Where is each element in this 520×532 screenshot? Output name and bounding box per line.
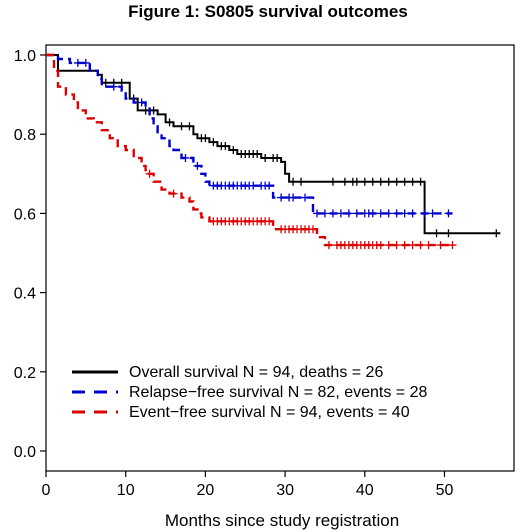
censor-mark-0-11 xyxy=(209,138,218,147)
censor-mark-2-39 xyxy=(384,241,393,250)
series-1 xyxy=(46,53,453,218)
censor-mark-0-8 xyxy=(185,122,194,131)
censor-mark-0-32 xyxy=(384,177,393,186)
x-tick-label-10: 10 xyxy=(117,482,135,499)
censor-mark-1-35 xyxy=(392,209,401,218)
censor-mark-1-25 xyxy=(320,209,329,218)
chart-title: Figure 1: S0805 survival outcomes xyxy=(128,2,408,21)
censor-mark-1-33 xyxy=(376,209,385,218)
censor-mark-0-36 xyxy=(416,177,425,186)
censor-mark-0-28 xyxy=(352,177,361,186)
censor-mark-2-43 xyxy=(416,241,425,250)
censor-mark-0-20 xyxy=(261,153,270,162)
legend: Overall survival N = 94, deaths = 26 Rela… xyxy=(72,364,427,421)
censor-mark-0-39 xyxy=(492,229,501,238)
censor-mark-1-22 xyxy=(289,193,298,202)
censor-mark-2-0 xyxy=(145,169,154,178)
censor-mark-0-25 xyxy=(328,177,337,186)
x-tick-label-30: 30 xyxy=(276,482,294,499)
censor-mark-2-45 xyxy=(436,241,445,250)
x-axis: 0 10 20 30 40 50 xyxy=(42,471,454,499)
censor-mark-1-23 xyxy=(301,193,310,202)
censor-mark-1-32 xyxy=(368,209,377,218)
censor-mark-2-16 xyxy=(265,217,274,226)
y-axis: 0.0 0.2 0.4 0.6 0.8 1.0 xyxy=(14,48,46,461)
series-0 xyxy=(46,54,501,238)
legend-entry-0: Overall survival N = 94, deaths = 26 xyxy=(129,364,383,381)
legend-entry-2: Event−free survival N = 94, events = 40 xyxy=(129,404,410,421)
censor-mark-1-34 xyxy=(384,209,393,218)
censor-mark-1-27 xyxy=(336,209,345,218)
censor-mark-1-16 xyxy=(249,181,258,190)
censor-mark-0-34 xyxy=(400,177,409,186)
censor-mark-0-29 xyxy=(360,177,369,186)
censor-mark-1-5 xyxy=(193,161,202,170)
censor-mark-1-38 xyxy=(420,209,429,218)
censor-mark-2-38 xyxy=(376,241,385,250)
censor-mark-1-1 xyxy=(81,58,90,67)
y-tick-label-1.0: 1.0 xyxy=(14,48,36,65)
censor-mark-0-24 xyxy=(297,177,306,186)
censor-mark-2-1 xyxy=(169,189,178,198)
censor-mark-0-4 xyxy=(141,106,150,115)
censor-mark-0-30 xyxy=(368,177,377,186)
censor-mark-2-40 xyxy=(392,241,401,250)
censor-mark-1-3 xyxy=(137,98,146,107)
censor-mark-0-37 xyxy=(432,229,441,238)
censor-mark-2-42 xyxy=(408,241,417,250)
y-tick-label-0.2: 0.2 xyxy=(14,365,36,382)
series-2 xyxy=(46,53,457,250)
censor-mark-0-6 xyxy=(165,118,174,127)
censor-mark-0-19 xyxy=(253,150,262,158)
x-tick-label-0: 0 xyxy=(42,482,51,499)
y-tick-label-0.8: 0.8 xyxy=(14,127,36,144)
censor-mark-2-41 xyxy=(400,241,409,250)
censor-mark-0-5 xyxy=(149,106,158,115)
censor-mark-1-40 xyxy=(444,209,453,218)
series-layer xyxy=(46,53,501,250)
censor-mark-0-31 xyxy=(376,177,385,186)
censor-mark-1-20 xyxy=(277,193,286,202)
censor-mark-1-29 xyxy=(352,209,361,218)
censor-mark-0-26 xyxy=(340,177,349,186)
censor-mark-1-36 xyxy=(400,209,409,218)
x-tick-label-40: 40 xyxy=(356,482,374,499)
censor-mark-0-0 xyxy=(101,78,110,87)
series-line-1 xyxy=(46,53,453,215)
censor-mark-2-25 xyxy=(308,225,317,234)
censor-mark-1-19 xyxy=(265,181,274,190)
censor-mark-1-2 xyxy=(109,82,118,91)
censor-mark-0-14 xyxy=(229,146,238,155)
censor-mark-1-28 xyxy=(344,209,353,218)
censor-mark-0-2 xyxy=(117,78,126,87)
censor-mark-2-44 xyxy=(424,241,433,250)
y-tick-label-0.4: 0.4 xyxy=(14,286,36,303)
censor-mark-0-23 xyxy=(289,177,298,186)
x-tick-label-20: 20 xyxy=(197,482,215,499)
y-tick-label-0.0: 0.0 xyxy=(14,444,36,461)
censor-mark-0-38 xyxy=(444,229,453,238)
censor-mark-1-4 xyxy=(181,153,190,162)
censor-mark-0-13 xyxy=(221,142,230,151)
censor-mark-0-33 xyxy=(392,177,401,186)
censor-mark-1-0 xyxy=(73,58,82,67)
censor-mark-2-26 xyxy=(324,241,333,250)
legend-entry-1: Relapse−free survival N = 82, events = 2… xyxy=(129,384,427,401)
y-tick-label-0.6: 0.6 xyxy=(14,206,36,223)
censor-mark-0-10 xyxy=(201,134,210,143)
plot-frame xyxy=(45,44,515,472)
x-tick-label-50: 50 xyxy=(436,482,454,499)
censor-mark-0-22 xyxy=(273,153,282,162)
censor-mark-2-46 xyxy=(448,241,457,250)
censor-mark-0-7 xyxy=(177,122,186,131)
censor-mark-1-24 xyxy=(312,209,321,218)
series-line-2 xyxy=(46,53,453,247)
censor-mark-1-39 xyxy=(428,209,437,218)
censor-mark-1-26 xyxy=(328,209,337,218)
x-axis-title: Months since study registration xyxy=(165,511,399,530)
censor-mark-0-35 xyxy=(408,177,417,186)
censor-mark-1-37 xyxy=(408,209,417,218)
